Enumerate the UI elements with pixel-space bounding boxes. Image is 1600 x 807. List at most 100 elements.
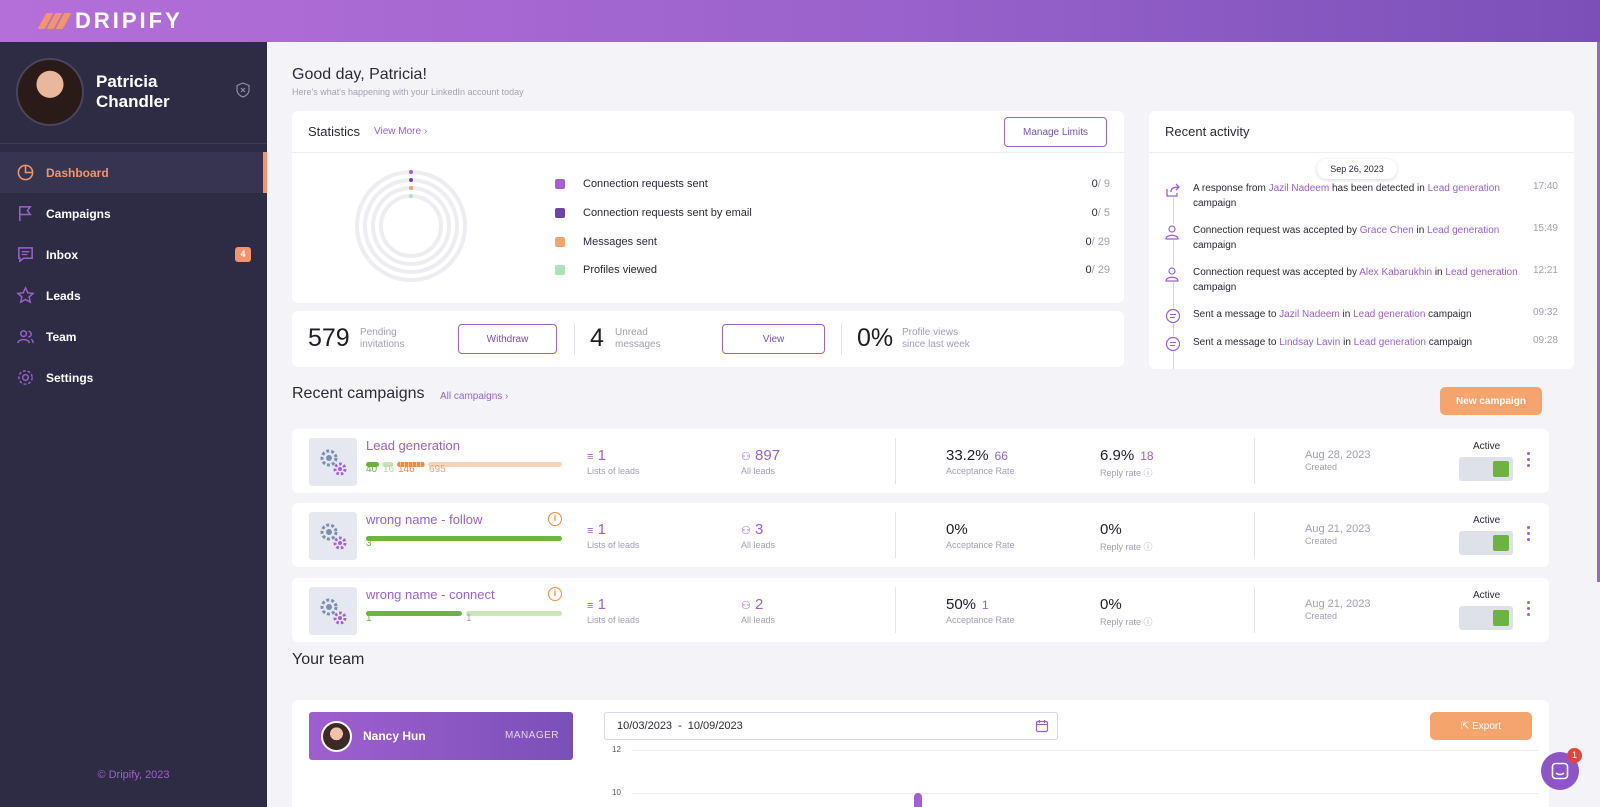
team-icon bbox=[17, 330, 34, 344]
campaign-thumbnail bbox=[309, 587, 357, 635]
stat-value: 0/ 9 bbox=[1091, 178, 1110, 190]
activity-time: 15:49 bbox=[1532, 223, 1558, 234]
main-content: Good day, Patricia! Here's what's happen… bbox=[267, 42, 1600, 807]
activity-link[interactable]: Lead generation bbox=[1427, 225, 1500, 236]
statistics-title: Statistics bbox=[308, 124, 361, 139]
star-icon bbox=[16, 286, 35, 304]
more-menu-icon[interactable] bbox=[1527, 526, 1531, 542]
chevron-right-icon: › bbox=[423, 126, 428, 137]
warning-info-icon[interactable]: i bbox=[548, 512, 562, 526]
unread-label: Unread messages bbox=[615, 327, 661, 350]
activity-date-pill: Sep 26, 2023 bbox=[1317, 159, 1397, 179]
campaign-thumbnail bbox=[309, 512, 357, 560]
team-member-chip[interactable]: Nancy Hun MANAGER bbox=[309, 712, 573, 760]
avatar[interactable] bbox=[16, 58, 84, 126]
brand-name: DRIPIFY bbox=[75, 8, 183, 33]
info-icon: ⓘ bbox=[1143, 468, 1153, 478]
more-menu-icon[interactable] bbox=[1527, 601, 1531, 617]
active-toggle[interactable] bbox=[1459, 606, 1513, 630]
progress-bar bbox=[397, 462, 425, 467]
sidebar-item-settings[interactable]: Settings bbox=[0, 357, 267, 398]
legend-swatch bbox=[555, 179, 565, 189]
activity-link[interactable]: Lead generation bbox=[1445, 267, 1518, 278]
activity-link[interactable]: Alex Kabarukhin bbox=[1359, 267, 1433, 278]
reply-metric: 6.9% 18 Reply rate ⓘ bbox=[1100, 447, 1154, 478]
sidebar-item-campaigns[interactable]: Campaigns bbox=[0, 193, 267, 234]
activity-link[interactable]: Lead generation bbox=[1353, 309, 1426, 320]
pie-chart-icon bbox=[17, 164, 34, 181]
logo-mark-icon bbox=[37, 13, 72, 29]
user-check-icon bbox=[1165, 266, 1181, 282]
active-label: Active bbox=[1473, 590, 1501, 601]
sidebar: Patricia Chandler Dashboard Campaigns In… bbox=[0, 42, 267, 807]
campaign-row[interactable]: wrong name - connect i 1 1 ≡ 1 Lists of l… bbox=[292, 578, 1549, 642]
progress-bar bbox=[366, 536, 562, 541]
stat-label: Messages sent bbox=[583, 236, 657, 248]
shield-icon[interactable] bbox=[235, 82, 251, 98]
reply-metric: 0% Reply rate ⓘ bbox=[1100, 521, 1153, 552]
stat-count: 695 bbox=[429, 464, 446, 475]
divider bbox=[574, 323, 575, 355]
chart-bar bbox=[914, 793, 922, 807]
campaign-created: Aug 21, 2023 Created bbox=[1305, 598, 1371, 621]
copyright: © Dripify, 2023 bbox=[97, 769, 170, 781]
lists-metric: ≡ 1 Lists of leads bbox=[587, 447, 640, 476]
active-toggle[interactable] bbox=[1459, 531, 1513, 555]
stat-row: Connection requests sent 0/ 9 bbox=[555, 176, 1110, 192]
avatar bbox=[321, 721, 352, 752]
activity-link[interactable]: Jazil Nadeem bbox=[1268, 183, 1330, 194]
activity-link[interactable]: Lead generation bbox=[1427, 183, 1500, 194]
campaign-row[interactable]: wrong name - follow i 3 ≡ 1 Lists of lead… bbox=[292, 503, 1549, 567]
manage-limits-button[interactable]: Manage Limits bbox=[1004, 117, 1107, 147]
activity-link[interactable]: Jazil Nadeem bbox=[1279, 309, 1340, 320]
acceptance-metric: 33.2% 66 Acceptance Rate bbox=[946, 447, 1015, 476]
divider bbox=[1254, 512, 1255, 558]
more-menu-icon[interactable] bbox=[1527, 452, 1531, 468]
active-toggle[interactable] bbox=[1459, 457, 1513, 481]
scrollbar[interactable] bbox=[1597, 42, 1600, 582]
recent-activity-card: Recent activity Sep 26, 2023 A response … bbox=[1149, 111, 1574, 369]
sidebar-item-label: Dashboard bbox=[46, 165, 109, 180]
user-name: Patricia Chandler bbox=[96, 72, 170, 111]
gridline bbox=[632, 750, 1539, 751]
export-button[interactable]: ⇱ Export bbox=[1430, 712, 1532, 740]
sidebar-nav: Dashboard Campaigns Inbox 4 Leads Team S… bbox=[0, 152, 267, 398]
stat-row: Messages sent 0/ 29 bbox=[555, 234, 1110, 250]
stat-row: Connection requests sent by email 0/ 5 bbox=[555, 205, 1110, 221]
divider bbox=[895, 587, 896, 633]
member-name: Nancy Hun bbox=[363, 729, 426, 743]
ring-dot-profiles bbox=[409, 194, 413, 198]
y-tick-label: 12 bbox=[612, 745, 621, 754]
date-range-input[interactable]: 10/03/2023-10/09/2023 bbox=[604, 712, 1058, 740]
member-role: MANAGER bbox=[504, 730, 559, 741]
campaign-row[interactable]: Lead generation 40 16 146 695 ≡ 1 Lists o… bbox=[292, 429, 1549, 493]
stat-label: Connection requests sent bbox=[583, 178, 708, 190]
legend-swatch bbox=[555, 265, 565, 275]
active-label: Active bbox=[1473, 441, 1501, 452]
view-more-link[interactable]: View More › bbox=[374, 126, 427, 137]
legend-swatch bbox=[555, 208, 565, 218]
campaign-name[interactable]: Lead generation bbox=[366, 438, 460, 453]
all-campaigns-link[interactable]: All campaigns › bbox=[440, 391, 509, 402]
sidebar-item-dashboard[interactable]: Dashboard bbox=[0, 152, 267, 193]
lists-metric: ≡ 1 Lists of leads bbox=[587, 596, 640, 625]
stat-value: 0/ 29 bbox=[1085, 264, 1110, 276]
export-icon: ⇱ bbox=[1460, 720, 1470, 732]
warning-info-icon[interactable]: i bbox=[548, 587, 562, 601]
sidebar-item-inbox[interactable]: Inbox 4 bbox=[0, 234, 267, 275]
inbox-icon bbox=[18, 247, 33, 263]
activity-link[interactable]: Lead generation bbox=[1353, 337, 1426, 348]
withdraw-button[interactable]: Withdraw bbox=[458, 324, 557, 354]
campaign-name[interactable]: wrong name - follow bbox=[366, 512, 483, 527]
activity-link[interactable]: Lindsay Lavin bbox=[1279, 337, 1341, 348]
view-messages-button[interactable]: View bbox=[722, 324, 825, 354]
recent-campaigns-title: Recent campaigns bbox=[292, 385, 425, 402]
sidebar-item-leads[interactable]: Leads bbox=[0, 275, 267, 316]
logo[interactable]: DRIPIFY bbox=[37, 8, 183, 34]
activity-link[interactable]: Grace Chen bbox=[1359, 225, 1414, 236]
sidebar-item-team[interactable]: Team bbox=[0, 316, 267, 357]
chat-launcher[interactable]: 1 bbox=[1541, 748, 1582, 790]
pending-label: Pending invitations bbox=[360, 327, 405, 350]
new-campaign-button[interactable]: New campaign bbox=[1440, 387, 1542, 415]
campaign-name[interactable]: wrong name - connect bbox=[366, 587, 495, 602]
